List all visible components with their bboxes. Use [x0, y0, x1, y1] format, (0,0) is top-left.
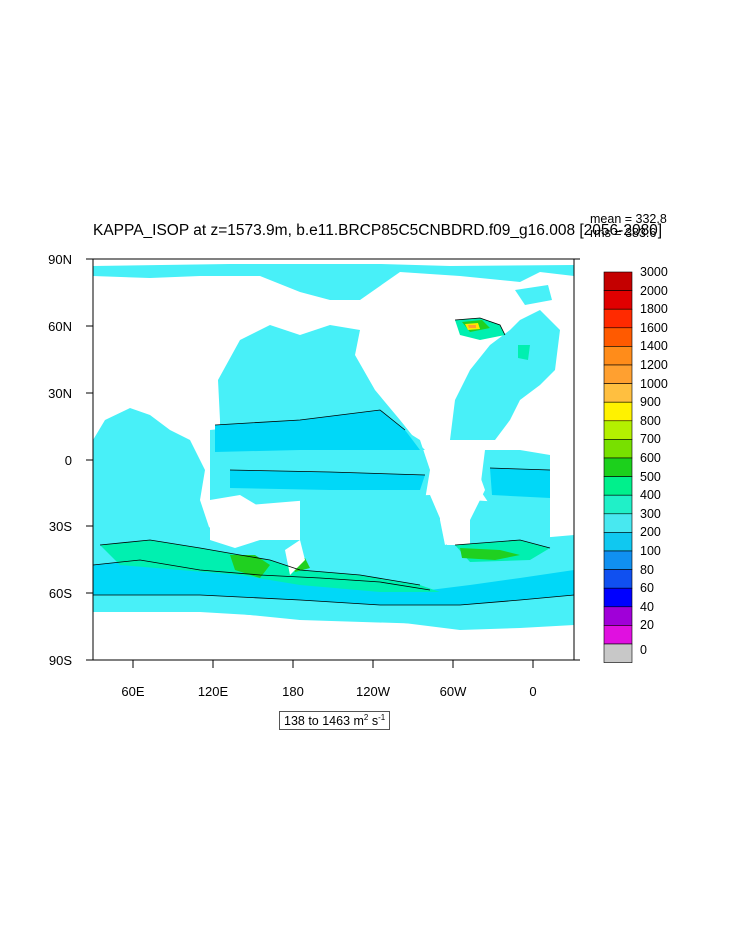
lon-label-60w: 60W [439, 684, 467, 699]
contour-lines [92, 317, 575, 606]
colorbar-label: 900 [640, 395, 661, 410]
colorbar-swatch [603, 513, 633, 533]
colorbar-swatch [603, 327, 633, 347]
colorbar-swatch [603, 346, 633, 366]
lat-label-90n: 90N [48, 252, 72, 267]
units-exp-2: -1 [378, 713, 386, 722]
colorbar-label: 1600 [640, 320, 668, 335]
colorbar-label: 20 [640, 618, 654, 633]
units-range-text: 138 to 1463 m [284, 714, 364, 729]
colorbar-label: 80 [640, 562, 654, 577]
colorbar-swatch [603, 476, 633, 496]
colorbar-swatch [603, 587, 633, 608]
colorbar-swatch [603, 532, 633, 552]
australia [210, 495, 265, 548]
colorbar-swatch [603, 625, 633, 645]
lon-label-180: 180 [282, 684, 304, 699]
colorbar-swatch [603, 308, 633, 329]
lat-label-0: 0 [64, 453, 72, 468]
lat-label-30n: 30N [48, 386, 72, 401]
colorbar-label: 2000 [640, 283, 668, 298]
arctic-ocean [93, 264, 574, 300]
colorbar-label: 40 [640, 599, 654, 614]
rms-stat: rms = 383.6 [590, 226, 657, 240]
colorbar-label: 700 [640, 432, 661, 447]
colorbar-label: 1800 [640, 302, 668, 317]
colorbar-swatch [603, 550, 633, 570]
lat-label-60s: 60S [48, 586, 72, 601]
units-label: 138 to 1463 m2 s-1 [279, 711, 391, 731]
colorbar-swatch [603, 494, 633, 515]
colorbar-swatch [603, 420, 633, 440]
colorbar-label: 3000 [640, 265, 668, 279]
land-masses [93, 448, 574, 660]
ocean-field [93, 264, 574, 630]
colorbar-label: 300 [640, 506, 661, 521]
colorbar-swatch [603, 290, 633, 310]
colorbar-label: 0 [640, 643, 647, 657]
colorbar-label: 800 [640, 413, 661, 428]
colorbar-swatch [603, 439, 633, 459]
lon-label-60e: 60E [121, 684, 145, 699]
colorbar-swatch [603, 364, 633, 384]
lat-label-90s: 90S [48, 653, 72, 668]
lon-label-120w: 120W [356, 684, 390, 699]
lat-label-30s: 30S [48, 519, 72, 534]
colorbar-label: 1000 [640, 376, 668, 391]
axis-ticks [86, 258, 580, 668]
south-atlantic [470, 500, 550, 548]
antarctica [93, 630, 574, 660]
lon-label-0: 0 [529, 684, 537, 699]
units-exp-1: 2 [363, 713, 369, 722]
colorbar [603, 271, 633, 663]
colorbar-label: 100 [640, 544, 661, 558]
colorbar-swatch [603, 401, 633, 422]
units-mid: s [368, 714, 379, 729]
colorbar-swatch [603, 606, 633, 626]
colorbar-swatch [603, 271, 633, 291]
colorbar-swatch [603, 383, 633, 403]
colorbar-label: 500 [640, 469, 661, 484]
colorbar-label: 200 [640, 525, 661, 540]
lon-label-120e: 120E [197, 684, 229, 699]
north-atlantic [450, 310, 560, 440]
indian-ocean [93, 408, 210, 545]
colorbar-label: 600 [640, 451, 661, 465]
colorbar-label: 400 [640, 488, 661, 503]
colorbar-swatch [603, 457, 633, 477]
africa [440, 448, 485, 545]
colorbar-swatch [603, 569, 633, 589]
colorbar-label: 1200 [640, 358, 668, 372]
colorbar-label: 60 [640, 581, 654, 596]
colorbar-label: 1400 [640, 339, 668, 354]
map-title: KAPPA_ISOP at z=1573.9m, b.e11.BRCP85C5C… [93, 222, 663, 239]
mean-stat: mean = 332.8 [590, 212, 667, 226]
lat-label-60n: 60N [48, 319, 72, 334]
colorbar-swatch [603, 643, 633, 663]
